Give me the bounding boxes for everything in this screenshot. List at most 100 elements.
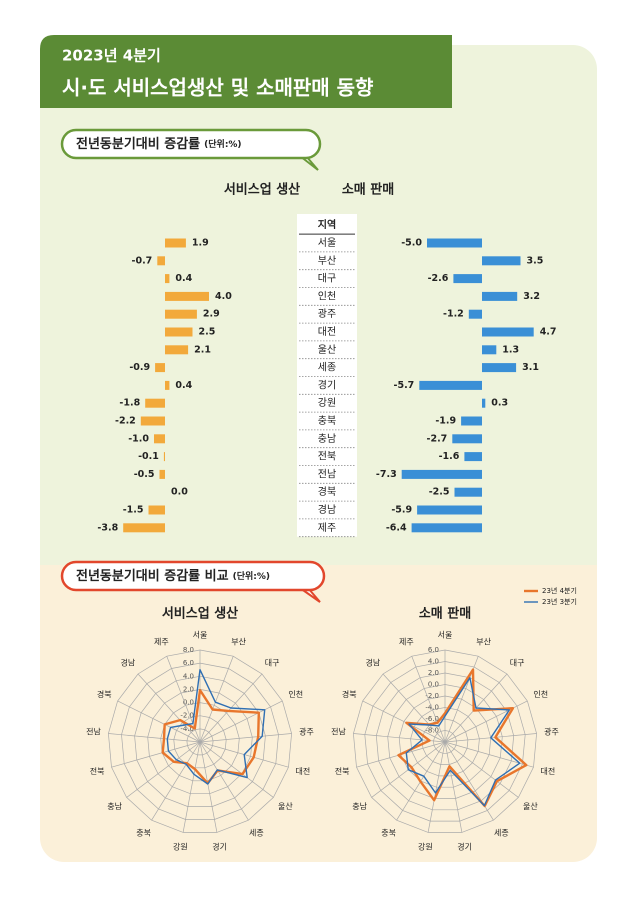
axis-label: 세종 (494, 828, 509, 837)
axis-label: 경기 (457, 842, 472, 852)
value-label: -5.0 (401, 238, 422, 249)
r-tick-label: 4.0 (183, 672, 194, 680)
r-tick-label: 0.0 (428, 681, 439, 689)
bar (165, 380, 170, 390)
section-pill (60, 560, 326, 592)
axis-label: 전남 (331, 727, 346, 737)
value-label: 2.9 (203, 309, 220, 320)
axis-label: 서울 (193, 631, 208, 640)
bar (482, 327, 534, 337)
column-header: 지역 (318, 218, 336, 231)
radar-title: 서비스업 생산 (162, 606, 238, 622)
bar (140, 416, 165, 426)
region-label: 경기 (318, 378, 336, 391)
axis-label: 광주 (299, 727, 314, 737)
bar (155, 363, 165, 373)
value-label: -2.5 (429, 487, 450, 498)
r-tick-label: -8.0 (425, 727, 439, 735)
value-label: -7.3 (376, 469, 397, 480)
axis-label: 서울 (438, 631, 453, 640)
bar (154, 434, 165, 444)
region-label: 충북 (318, 415, 336, 427)
value-label: -0.5 (134, 469, 155, 480)
value-label: 3.2 (523, 291, 540, 302)
bar (464, 452, 482, 462)
r-tick-label: 8.0 (183, 646, 194, 654)
bar (454, 487, 482, 497)
r-tick-label: -4.0 (425, 704, 439, 712)
bar (159, 469, 165, 479)
bar (417, 505, 482, 515)
axis-label: 대구 (510, 658, 525, 667)
section-unit: (단위:%) (233, 570, 270, 582)
axis-label: 대구 (265, 658, 280, 667)
value-label: 1.9 (192, 238, 209, 249)
value-label: 2.5 (199, 327, 216, 338)
axis-label: 전북 (90, 766, 105, 776)
bar (165, 345, 189, 355)
r-tick-label: -6.0 (425, 715, 439, 723)
axis-label: 부산 (231, 637, 246, 647)
value-label: -2.2 (115, 416, 136, 427)
bar (411, 523, 482, 533)
panel (40, 45, 597, 862)
bar (123, 523, 165, 533)
spoke (151, 741, 201, 821)
series-title: 소매 판매 (342, 182, 394, 198)
bar (148, 505, 165, 515)
value-label: -6.4 (386, 522, 407, 533)
value-label: -1.0 (128, 433, 149, 444)
axis-label: 경북 (342, 689, 357, 699)
axis-label: 충북 (381, 828, 396, 837)
axis-label: 대전 (541, 766, 556, 776)
value-label: -3.8 (97, 522, 118, 533)
value-label: -1.2 (443, 309, 464, 320)
value-label: -0.9 (129, 362, 150, 373)
axis-label: 강원 (418, 842, 433, 852)
axis-label: 울산 (278, 801, 293, 811)
value-label: -5.7 (394, 380, 415, 391)
header-period: 2023년 4분기 (62, 47, 161, 65)
value-label: 2.1 (194, 344, 211, 355)
axis-label: 전북 (335, 766, 350, 776)
section-title: 전년동분기대비 증감률 (76, 136, 200, 152)
value-label: 1.3 (502, 344, 519, 355)
spoke (117, 700, 201, 743)
value-label: -0.1 (138, 451, 159, 462)
grid-ring (433, 730, 457, 754)
section-pill (60, 128, 322, 160)
region-label: 전남 (318, 468, 336, 480)
value-label: 4.7 (540, 327, 557, 338)
bar (482, 398, 486, 408)
bar (468, 309, 482, 319)
grid-ring (147, 689, 253, 795)
r-tick-label: 6.0 (183, 659, 194, 667)
spoke (126, 741, 201, 798)
bar (165, 274, 170, 284)
bar (453, 274, 482, 284)
axis-label: 제주 (154, 638, 169, 647)
header-box (40, 35, 452, 108)
bar (165, 327, 193, 337)
r-tick-label: 2.0 (428, 669, 439, 677)
axis-label: 부산 (476, 637, 491, 647)
bar (163, 452, 165, 462)
spoke (427, 741, 446, 833)
value-label: 3.1 (522, 362, 539, 373)
axis-label: 인천 (288, 689, 303, 699)
bar (427, 238, 482, 248)
bar (461, 416, 482, 426)
spoke (111, 741, 201, 768)
value-label: -1.5 (123, 505, 144, 516)
radar-line (161, 688, 260, 785)
r-tick-label: 2.0 (183, 685, 194, 693)
axis-label: 경남 (121, 657, 136, 667)
grid-ring (387, 684, 503, 799)
axis-label: 대전 (296, 766, 311, 776)
section-label: 전년동분기대비 증감률 비교 (단위:%) (76, 568, 270, 584)
region-label: 세종 (318, 362, 336, 374)
axis-label: 강원 (173, 842, 188, 852)
spoke (382, 673, 446, 743)
grid-ring (186, 728, 214, 756)
